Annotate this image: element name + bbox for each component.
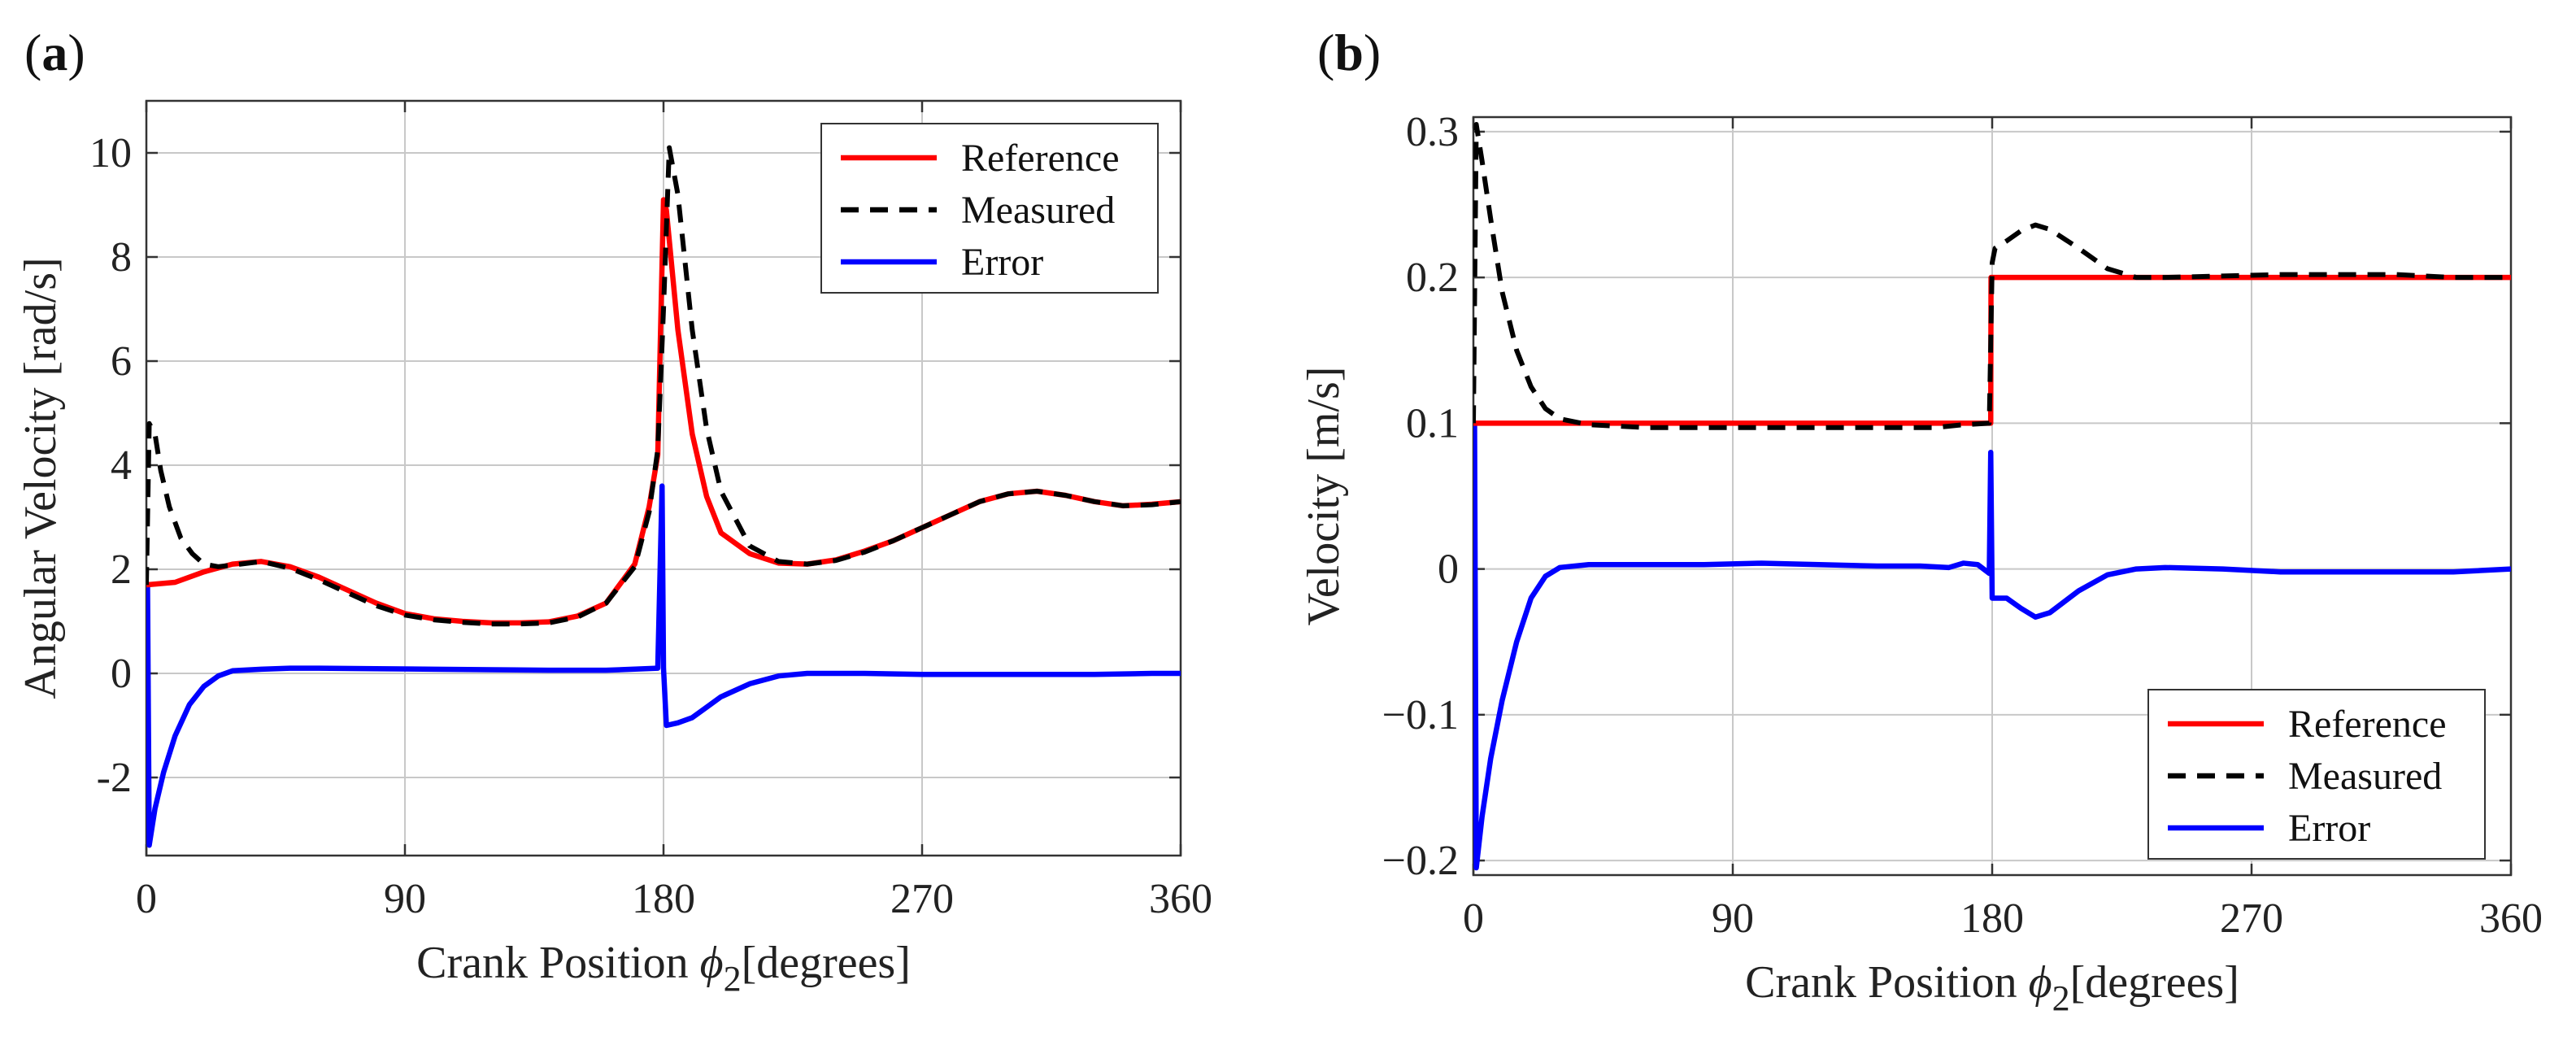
series-line-measured bbox=[1473, 121, 2511, 430]
series-line-measured bbox=[146, 145, 1181, 627]
x-axis-label-unit: [degrees] bbox=[742, 938, 911, 988]
legend-label-measured: Measured bbox=[961, 189, 1115, 232]
x-axis-label-text: Crank Position bbox=[416, 938, 699, 988]
x-axis-label: Crank Position ϕ2[degrees] bbox=[416, 938, 911, 999]
y-tick-label: −0.2 bbox=[1382, 838, 1459, 884]
x-axis-label-subscript: 2 bbox=[2052, 978, 2070, 1018]
x-axis-label-text: Crank Position bbox=[1745, 957, 2028, 1008]
panel-label-paren: ( bbox=[1317, 24, 1334, 81]
x-tick-label: 90 bbox=[1712, 895, 1754, 942]
legend-label-error: Error bbox=[2288, 807, 2370, 850]
chart-panel-1: 0 90 180 270 360 -2 0 2 4 6 8 10 Reference Measured Er… bbox=[15, 24, 1212, 999]
y-tick-label: 8 bbox=[111, 234, 132, 281]
panel-label-paren: ) bbox=[1364, 24, 1381, 81]
y-tick-label: 10 bbox=[89, 130, 132, 176]
y-tick-label: 2 bbox=[111, 547, 132, 593]
x-tick-label: 270 bbox=[890, 876, 954, 922]
legend-label-reference: Reference bbox=[961, 137, 1120, 180]
x-tick-label: 360 bbox=[2479, 895, 2543, 942]
x-tick-label: 270 bbox=[2220, 895, 2283, 942]
x-tick-label: 360 bbox=[1149, 876, 1212, 922]
panel-label-letter: b bbox=[1334, 24, 1364, 81]
y-axis-label: Velocity [m/s] bbox=[1299, 367, 1349, 626]
x-axis-label-symbol: ϕ bbox=[700, 938, 724, 988]
y-tick-label: 0.3 bbox=[1406, 109, 1459, 155]
x-tick-label: 180 bbox=[632, 876, 695, 922]
y-tick-label: 0.2 bbox=[1406, 255, 1459, 301]
x-axis-label-unit: [degrees] bbox=[2070, 957, 2239, 1008]
series-line-error bbox=[1473, 420, 2511, 871]
y-tick-label: 6 bbox=[111, 338, 132, 385]
x-axis-label-subscript: 2 bbox=[724, 959, 742, 999]
panel-label-paren: ( bbox=[24, 24, 41, 81]
x-tick-label: 180 bbox=[1960, 895, 2024, 942]
y-tick-label: −0.1 bbox=[1382, 692, 1459, 738]
x-axis-label-symbol: ϕ bbox=[2029, 957, 2052, 1008]
x-tick-label: 90 bbox=[384, 876, 426, 922]
panel-label: (b) bbox=[1317, 24, 1381, 81]
y-tick-label: 4 bbox=[111, 442, 132, 489]
x-tick-label: 0 bbox=[1463, 895, 1484, 942]
legend-label-measured: Measured bbox=[2288, 755, 2442, 798]
y-tick-label: 0 bbox=[1438, 547, 1459, 593]
panel-label-paren: ) bbox=[67, 24, 85, 81]
y-tick-label: -2 bbox=[97, 755, 132, 801]
chart-panel-2: 0 90 180 270 360 −0.2 −0.1 0 0.1 0.2 0.3 Reference M… bbox=[1299, 24, 2543, 1018]
legend: Reference Measured Error bbox=[820, 123, 1159, 294]
legend-label-error: Error bbox=[961, 241, 1043, 284]
y-tick-label: 0 bbox=[111, 651, 132, 697]
panel-label-letter: a bbox=[41, 24, 67, 81]
legend: Reference Measured Error bbox=[2147, 689, 2486, 860]
y-tick-label: 0.1 bbox=[1406, 400, 1459, 446]
legend-label-reference: Reference bbox=[2288, 703, 2447, 746]
panel-label: (a) bbox=[24, 24, 85, 81]
x-axis-label: Crank Position ϕ2[degrees] bbox=[1745, 957, 2239, 1018]
series-line-error bbox=[146, 483, 1181, 848]
x-tick-label: 0 bbox=[136, 876, 157, 922]
y-axis-label: Angular Velocity [rad/s] bbox=[15, 257, 66, 699]
